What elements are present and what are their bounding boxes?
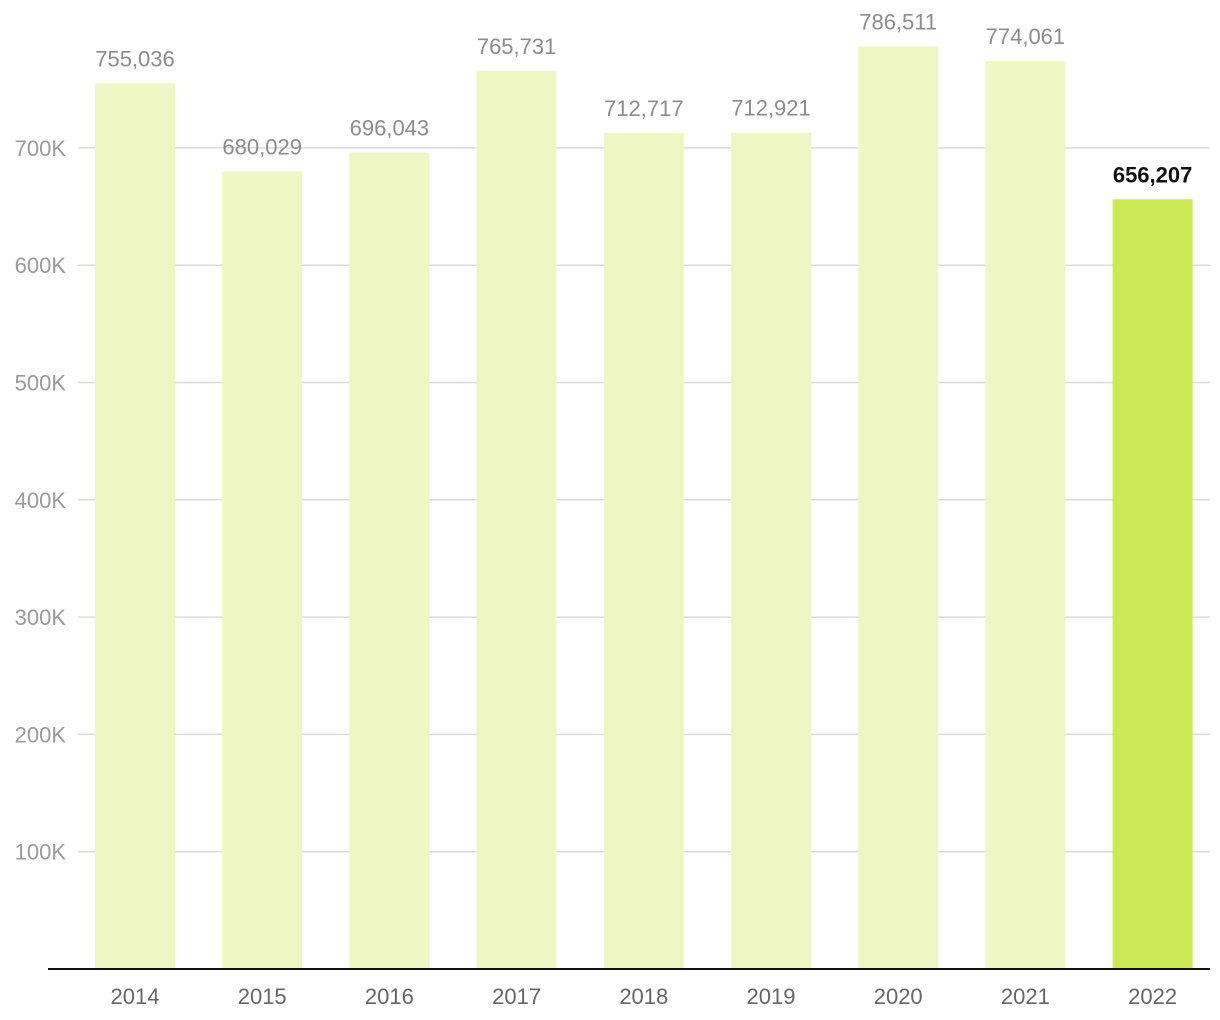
bar-2018: [603, 132, 684, 969]
x-tick-label: 2019: [747, 984, 796, 1009]
bar-2020: [858, 46, 939, 969]
data-label-2018: 712,717: [604, 96, 684, 121]
x-tick-label: 2015: [238, 984, 287, 1009]
bar-2016: [349, 152, 430, 969]
data-label-2017: 765,731: [477, 34, 557, 59]
y-tick-label: 100K: [15, 840, 67, 865]
y-tick-label: 300K: [15, 605, 67, 630]
x-tick-label: 2017: [492, 984, 541, 1009]
data-label-2015: 680,029: [222, 134, 302, 159]
x-tick-label: 2021: [1001, 984, 1050, 1009]
data-labels: 755,036 680,029 696,043 765,731 712,717 712,9…: [95, 9, 1192, 187]
bar-2019: [731, 132, 811, 970]
bar-2022: [1112, 199, 1193, 970]
data-label-2022: 656,207: [1113, 162, 1193, 187]
bar-2017: [476, 70, 557, 969]
bar-2015: [222, 171, 303, 969]
y-axis-ticks: 100K 200K 300K 400K 500K 600K 700K: [15, 136, 67, 865]
x-tick-label: 2018: [619, 984, 668, 1009]
data-label-2021: 774,061: [986, 24, 1066, 49]
data-label-2020: 786,511: [859, 9, 937, 34]
y-tick-label: 700K: [15, 136, 67, 161]
data-label-2014: 755,036: [95, 46, 175, 71]
y-tick-label: 500K: [15, 371, 67, 396]
y-tick-label: 400K: [15, 488, 67, 513]
x-tick-label: 2016: [365, 984, 414, 1009]
y-tick-label: 600K: [15, 253, 67, 278]
x-tick-label: 2014: [111, 984, 160, 1009]
y-tick-label: 200K: [15, 722, 67, 747]
x-tick-label: 2022: [1128, 984, 1177, 1009]
bar-2021: [985, 61, 1066, 970]
bars: [95, 46, 1193, 970]
x-tick-label: 2020: [874, 984, 923, 1009]
data-label-2016: 696,043: [350, 116, 430, 141]
bar-2014: [95, 83, 175, 969]
data-label-2019: 712,921: [731, 96, 811, 121]
x-axis-ticks: 2014 2015 2016 2017 2018 2019 2020 2021 2022: [111, 984, 1178, 1009]
